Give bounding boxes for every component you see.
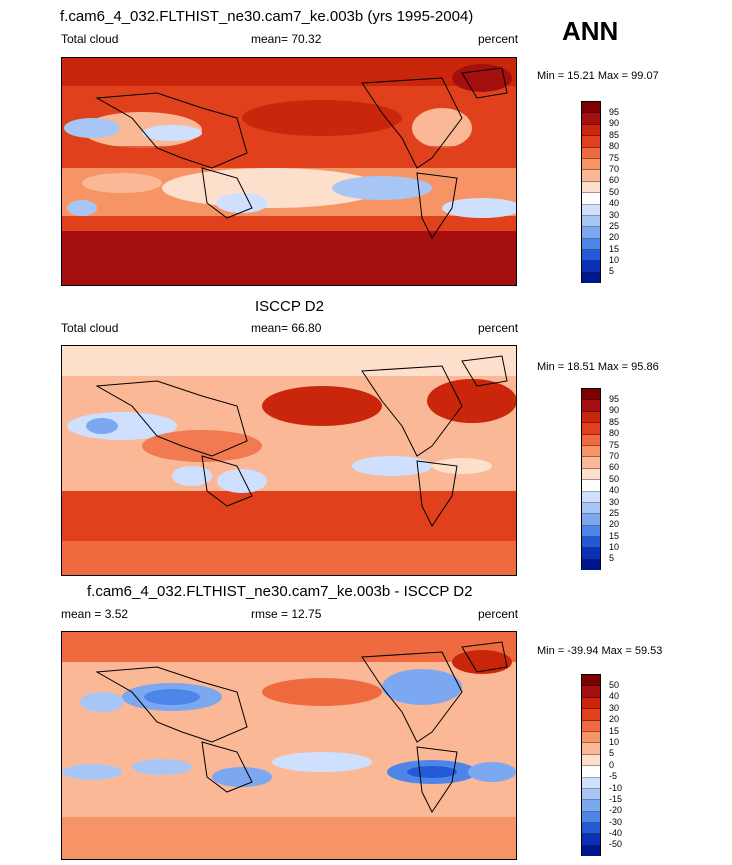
colorbar-tick: 20 [609, 714, 620, 724]
colorbar-tick: 20 [609, 519, 620, 529]
panel-3-title: f.cam6_4_032.FLTHIST_ne30.cam7_ke.003b -… [87, 583, 473, 600]
panel-2-variable-label: Total cloud [61, 321, 119, 335]
panel-1-minmax: Min = 15.21 Max = 99.07 [537, 70, 659, 82]
colorbar-tick: 30 [609, 703, 620, 713]
colorbar-tick: -30 [609, 817, 623, 827]
colorbar-tick: 80 [609, 428, 620, 438]
colorbar-tick: 5 [609, 748, 615, 758]
colorbar-tick: -40 [609, 828, 623, 838]
panel-3-map [61, 631, 517, 860]
panel-1-map [61, 57, 517, 286]
panel-1-title: f.cam6_4_032.FLTHIST_ne30.cam7_ke.003b (… [60, 8, 474, 25]
colorbar-tick: 20 [609, 232, 620, 242]
colorbar-tick: 5 [609, 266, 615, 276]
colorbar-tick: 85 [609, 417, 620, 427]
colorbar-tick: 50 [609, 187, 620, 197]
colorbar-tick: 95 [609, 107, 620, 117]
colorbar-tick: 60 [609, 175, 620, 185]
colorbar-tick: 70 [609, 451, 620, 461]
colorbar-tick: 15 [609, 244, 620, 254]
colorbar-tick: 10 [609, 255, 620, 265]
colorbar-tick: 85 [609, 130, 620, 140]
colorbar-tick: 30 [609, 497, 620, 507]
colorbar-tick: 75 [609, 440, 620, 450]
panel-3-colorbar [581, 674, 601, 856]
panel-2-colorbar [581, 388, 601, 570]
panel-1-units-label: percent [478, 32, 519, 46]
panel-1-variable-label: Total cloud [61, 32, 119, 46]
colorbar-tick: 50 [609, 680, 620, 690]
colorbar-tick: -50 [609, 839, 623, 849]
colorbar-tick: -5 [609, 771, 618, 781]
colorbar-tick: 80 [609, 141, 620, 151]
panel-2-mean-label: mean= 66.80 [251, 321, 322, 335]
colorbar-tick: 40 [609, 485, 620, 495]
colorbar-tick: 50 [609, 474, 620, 484]
colorbar-tick: -20 [609, 805, 623, 815]
panel-3-minmax: Min = -39.94 Max = 59.53 [537, 645, 663, 657]
panel-2-minmax: Min = 18.51 Max = 95.86 [537, 361, 659, 373]
panel-2-units-label: percent [478, 321, 519, 335]
colorbar-tick: 90 [609, 405, 620, 415]
colorbar-tick: 70 [609, 164, 620, 174]
colorbar-tick: 40 [609, 691, 620, 701]
colorbar-tick: 15 [609, 531, 620, 541]
panel-1-colorbar [581, 101, 601, 283]
colorbar-tick: 60 [609, 462, 620, 472]
colorbar-tick: 30 [609, 210, 620, 220]
colorbar-tick: 25 [609, 508, 620, 518]
colorbar-tick: -10 [609, 783, 623, 793]
panel-3-mean-label: mean = 3.52 [61, 607, 129, 621]
colorbar-tick: 95 [609, 394, 620, 404]
colorbar-tick: 25 [609, 221, 620, 231]
colorbar-tick: 5 [609, 553, 615, 563]
panel-2-title: ISCCP D2 [255, 298, 324, 315]
panel-3-rmse-label: rmse = 12.75 [251, 607, 322, 621]
colorbar-tick: -15 [609, 794, 623, 804]
panel-1-mean-label: mean= 70.32 [251, 32, 322, 46]
colorbar-tick: 75 [609, 153, 620, 163]
panel-2-map [61, 345, 517, 576]
colorbar-tick: 40 [609, 198, 620, 208]
colorbar-tick: 90 [609, 118, 620, 128]
colorbar-tick: 15 [609, 726, 620, 736]
colorbar-tick: 10 [609, 542, 620, 552]
season-label: ANN [562, 16, 619, 46]
panel-3-units-label: percent [478, 607, 519, 621]
colorbar-tick: 10 [609, 737, 620, 747]
colorbar-tick: 0 [609, 760, 615, 770]
